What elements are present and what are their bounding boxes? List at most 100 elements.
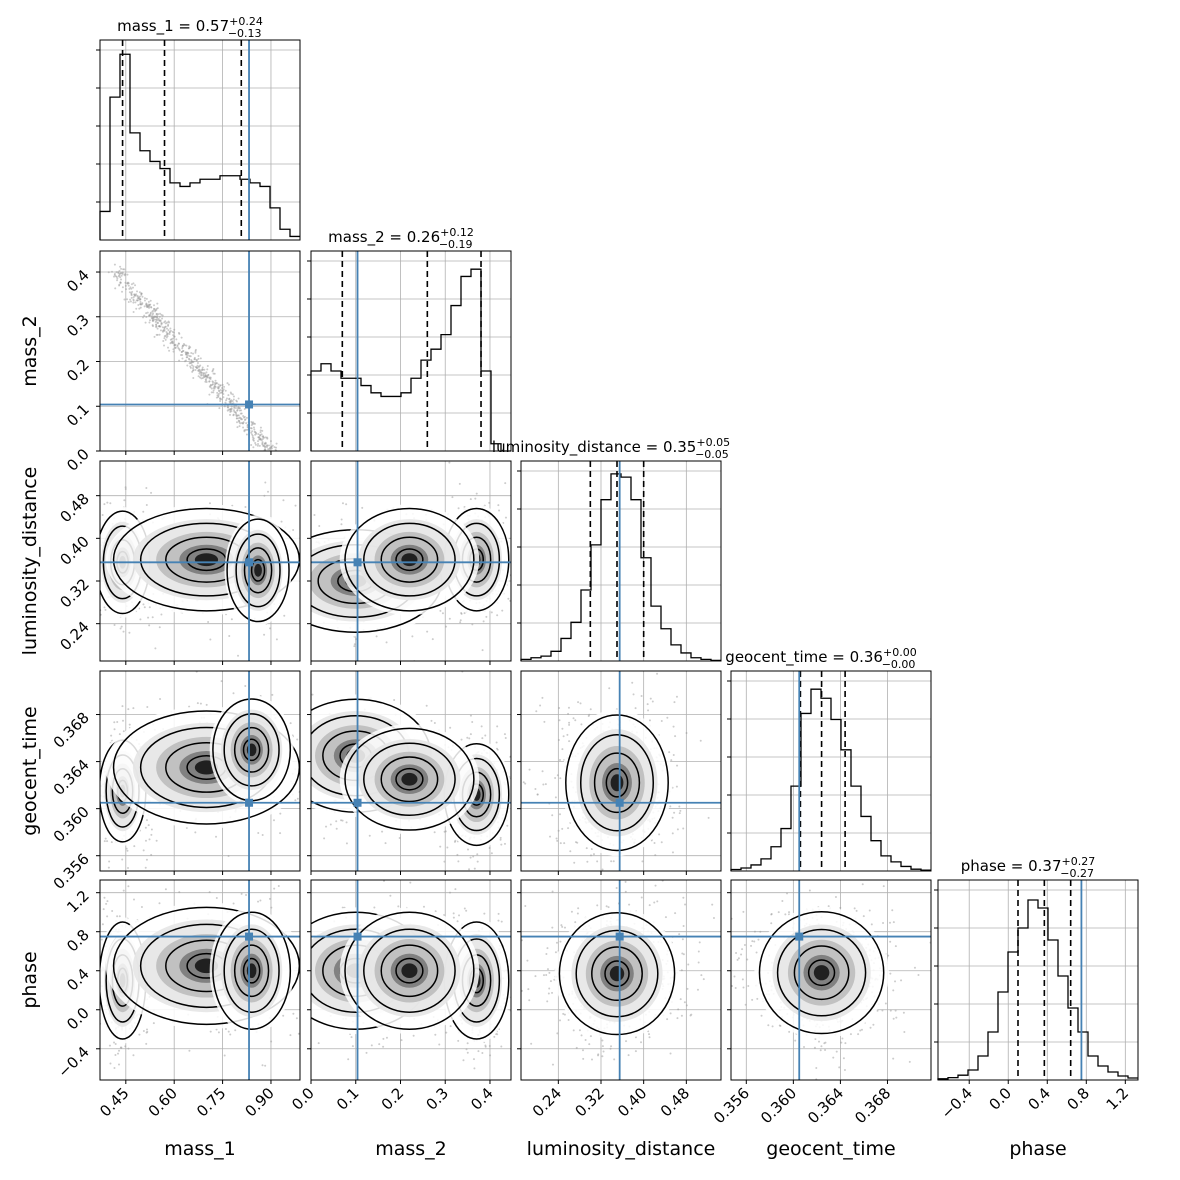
- sample-point: [172, 334, 175, 337]
- sample-point: [646, 703, 649, 706]
- sample-point: [137, 303, 140, 306]
- sample-point: [209, 1030, 212, 1033]
- sample-point: [145, 1042, 148, 1045]
- sample-point: [381, 830, 384, 833]
- sample-point: [516, 554, 518, 556]
- sample-point: [84, 990, 86, 992]
- y-tick-label: 0.364: [50, 756, 93, 799]
- contour-line: [233, 726, 270, 773]
- sample-point: [98, 1028, 100, 1030]
- contour-line: [243, 547, 273, 594]
- sample-point: [541, 770, 544, 773]
- axes-frame: [99, 670, 301, 872]
- sample-point: [236, 426, 239, 429]
- sample-point: [296, 509, 298, 511]
- sample-point: [84, 992, 86, 994]
- sample-point: [525, 549, 527, 551]
- sample-point: [307, 890, 309, 892]
- sample-point: [541, 696, 544, 699]
- sample-point: [113, 274, 116, 277]
- scatter-panel-mass_1-vs-mass_2: 0.00.10.20.30.4: [63, 250, 301, 475]
- sample-point: [259, 429, 262, 432]
- sample-point: [441, 612, 444, 615]
- sample-point: [158, 626, 161, 629]
- sample-point: [210, 391, 213, 394]
- sample-point: [259, 431, 262, 434]
- sample-point: [425, 704, 428, 707]
- sample-point: [499, 836, 502, 839]
- sample-point: [188, 345, 191, 348]
- sample-point: [215, 897, 218, 900]
- sample-point: [97, 757, 99, 759]
- sample-point: [193, 358, 196, 361]
- sample-point: [164, 888, 167, 891]
- sample-point: [263, 633, 266, 636]
- sample-point: [264, 1064, 267, 1067]
- sample-point: [544, 783, 547, 786]
- sample-point: [159, 329, 162, 332]
- sample-point: [150, 833, 153, 836]
- sample-point: [264, 453, 266, 455]
- sample-point: [118, 915, 121, 918]
- sample-point: [158, 902, 161, 905]
- sample-point: [280, 520, 283, 523]
- sample-point: [200, 374, 203, 377]
- sample-point: [475, 492, 478, 495]
- sample-point: [515, 566, 517, 568]
- sample-point: [96, 543, 98, 545]
- sample-point: [149, 312, 152, 315]
- sample-point: [227, 394, 230, 397]
- sample-point: [115, 271, 118, 274]
- sample-point: [259, 426, 262, 429]
- sample-point: [95, 922, 97, 924]
- sample-point: [669, 805, 672, 808]
- sample-point: [660, 841, 663, 844]
- sample-point: [199, 357, 202, 360]
- sample-point: [125, 288, 128, 291]
- sample-point: [504, 736, 507, 739]
- sample-point: [132, 311, 135, 314]
- sample-point: [139, 303, 142, 306]
- sample-point: [242, 421, 245, 424]
- panel-title: mass_2 = 0.26+0.12 −0.19: [328, 226, 474, 251]
- sample-point: [230, 618, 233, 621]
- sample-point: [97, 741, 99, 743]
- sample-point: [353, 643, 356, 646]
- sample-point: [98, 551, 100, 553]
- sample-point: [106, 840, 109, 843]
- sample-point: [227, 854, 230, 857]
- sample-point: [263, 446, 266, 449]
- sample-point: [459, 621, 462, 624]
- sample-point: [273, 446, 276, 449]
- sample-point: [97, 797, 99, 799]
- sample-point: [163, 337, 166, 340]
- y-tick-label: 0.40: [56, 532, 92, 568]
- sample-point: [244, 685, 247, 688]
- sample-point: [297, 1032, 300, 1035]
- sample-point: [202, 376, 205, 379]
- sample-point: [499, 838, 502, 841]
- sample-point: [206, 368, 209, 371]
- sample-point: [490, 611, 493, 614]
- sample-point: [224, 1027, 227, 1030]
- sample-point: [471, 720, 474, 723]
- sample-point: [289, 1034, 292, 1037]
- sample-point: [169, 327, 172, 330]
- sample-point: [304, 603, 306, 605]
- sample-point: [672, 753, 675, 756]
- sample-point: [100, 938, 103, 941]
- sample-point: [297, 634, 299, 636]
- sample-point: [190, 361, 193, 364]
- y-tick-label: 0.48: [56, 490, 92, 526]
- sample-point: [114, 287, 117, 290]
- sample-point: [82, 695, 84, 697]
- sample-point: [237, 414, 240, 417]
- sample-point: [238, 421, 241, 424]
- sample-point: [145, 312, 148, 315]
- sample-point: [176, 344, 179, 347]
- sample-point: [113, 624, 116, 627]
- sample-point: [264, 481, 267, 484]
- sample-point: [561, 827, 564, 830]
- sample-point: [133, 293, 136, 296]
- sample-point: [632, 693, 635, 696]
